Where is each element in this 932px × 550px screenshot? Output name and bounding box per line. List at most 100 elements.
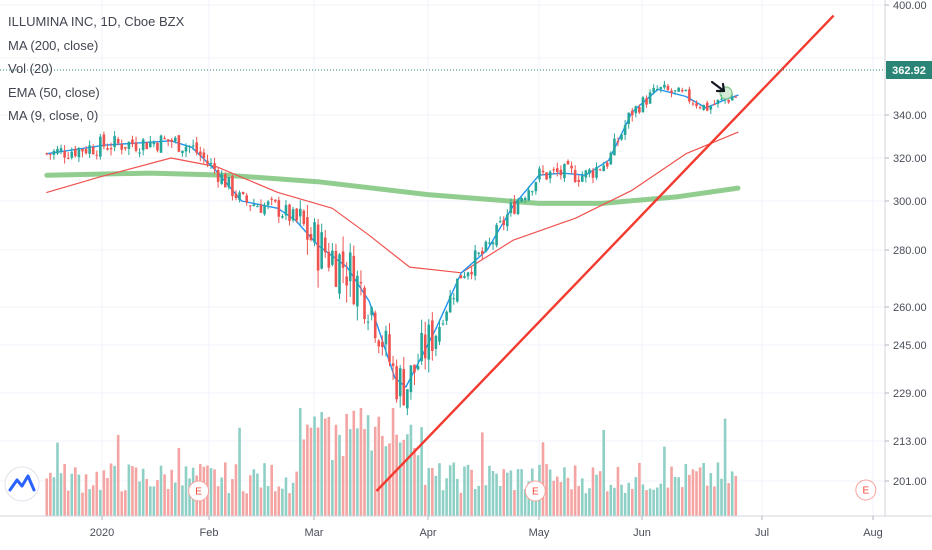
symbol-title[interactable]: ILLUMINA INC, 1D, Cboe BZX [8,14,185,29]
candle-body [191,145,195,147]
candle-body [256,206,259,208]
chart-legend: ILLUMINA INC, 1D, Cboe BZX MA (200, clos… [8,10,184,128]
candle-body [141,139,145,151]
candle-body [441,323,445,325]
volume-bar [484,485,488,516]
earnings-marker-circle [855,479,877,501]
volume-bar [188,478,191,516]
volume-bar [488,465,491,516]
volume-bar [320,412,323,516]
candle-body [277,200,281,217]
volume-bar [116,434,120,516]
candle-body [348,252,352,282]
candle-body [541,170,545,173]
volume-bar [266,486,270,516]
ma200-legend[interactable]: MA (200, close) [8,37,99,53]
candle-body [391,363,395,367]
time-axis[interactable]: 2020 Feb Mar Apr May Jun Jul Aug [0,515,932,539]
volume-bar [509,470,513,516]
candle-body [570,165,573,169]
candle-body [49,153,52,155]
candle-body [495,224,498,246]
candle-body [284,205,288,216]
ma9-legend[interactable]: MA (9, close, 0) [8,108,99,123]
volume-bar [441,490,445,516]
candle-body [106,148,109,150]
candle-body [620,134,623,140]
candle-body [695,103,698,107]
candle-body [113,135,116,148]
earnings-marker-circle [188,480,210,502]
candle-body [616,141,620,143]
volume-bar [705,485,709,516]
volume-bar [363,428,366,516]
volume-bar [291,482,295,516]
volume-bar [223,462,227,516]
volume-bar [288,493,291,516]
candle-body [530,191,534,193]
volume-bar [124,490,127,516]
candle-body [498,221,502,223]
volume-bar [227,493,231,516]
volume-bar [127,464,131,516]
time-tick-label: Jun [633,527,651,539]
candle-body [259,204,263,213]
volume-bar [566,477,570,516]
price-tick-label: 245.00 [893,340,927,352]
candle-body [163,138,166,140]
volume-bar [391,408,395,516]
candle-body [527,190,531,201]
volume-bar [99,489,102,516]
candle-body [555,168,559,173]
candle-body [691,103,695,105]
volume-bar [106,478,109,516]
ema50-legend[interactable]: EMA (50, close) [8,84,100,100]
candle-body [213,163,216,170]
candle-body [231,176,234,197]
volume-bar [463,466,466,516]
candle-body [713,104,716,106]
volume-bar [113,465,116,516]
candle-body [127,141,131,149]
price-tick-label: 340.00 [893,110,927,122]
volume-bar [613,487,616,516]
volume-bar [102,470,106,516]
volume-bar [448,465,452,516]
volume-bar [120,491,124,516]
candle-body [702,104,705,110]
volume-bar [356,428,359,516]
price-tick-label: 300.00 [893,196,927,208]
volume-bar [184,466,188,516]
candle-body [673,90,677,92]
volume-bar [634,477,638,516]
candle-body [359,282,363,284]
last-price-label: 362.92 [892,65,926,77]
candle-body [56,148,59,154]
volume-bar [545,464,548,516]
volume-bar [377,416,381,516]
candle-body [520,198,523,202]
price-axis[interactable]: 400.00 362.92 340.00 320.00 300.00 280.00 260.… [884,0,932,516]
volume-legend[interactable]: Vol (20) [8,61,53,76]
volume-bar [541,442,545,516]
volume-bar [473,488,477,516]
earnings-marker-label: E [195,487,202,498]
candle-body [238,192,241,200]
candle-body [102,134,106,147]
volume-bar [134,467,138,516]
candle-body [70,151,74,158]
drawings[interactable] [0,14,885,492]
volume-bar [295,471,298,516]
volume-bar [366,415,370,516]
volume-bar [177,447,181,516]
tradingview-logo[interactable] [4,466,40,502]
candle-body [59,148,63,152]
volume-bars [45,408,738,516]
candle-body [323,237,327,253]
volume-bar [141,468,145,516]
volume-bar [609,484,613,516]
price-tick-label: 213.00 [893,436,927,448]
candle-body [670,90,673,93]
